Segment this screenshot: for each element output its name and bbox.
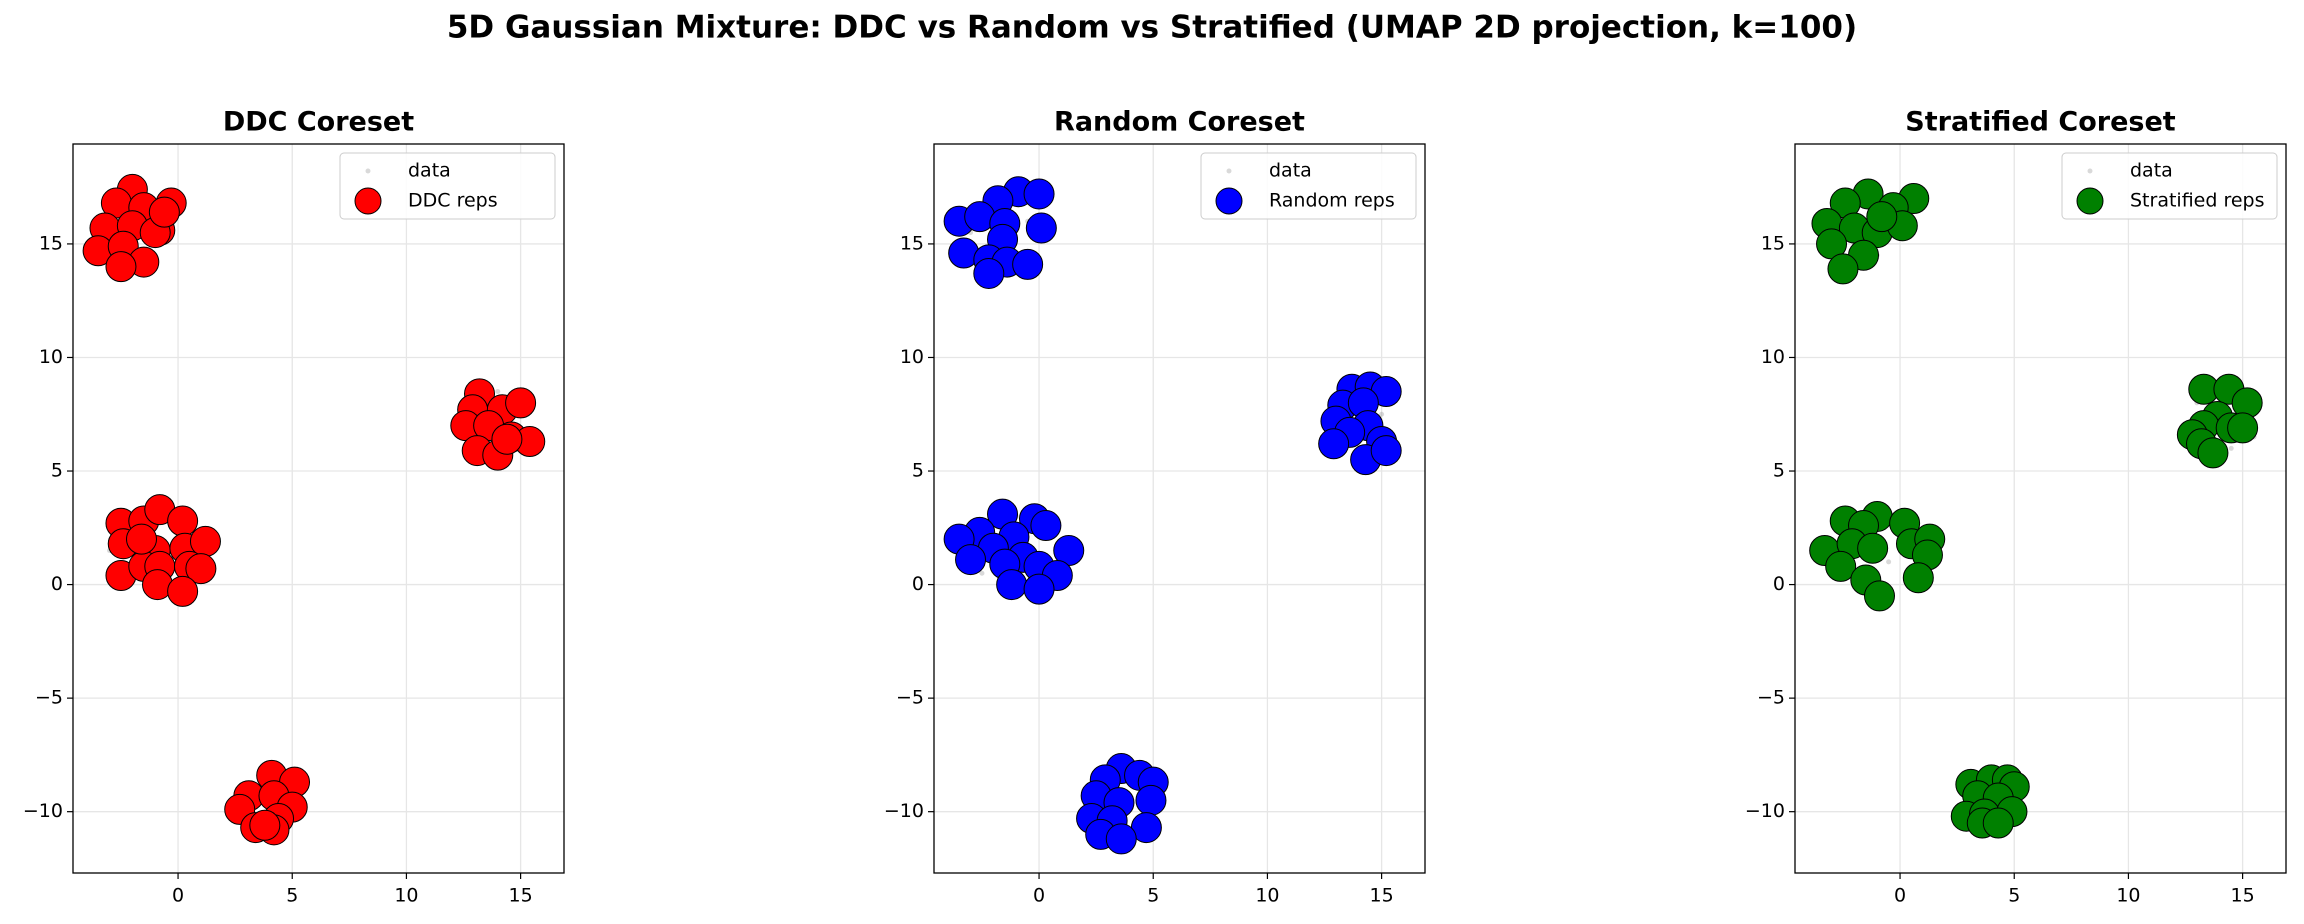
- y-tick-label: 5: [1773, 460, 1785, 482]
- rep-point: [1105, 823, 1137, 855]
- rep-point: [1370, 435, 1402, 467]
- x-tick-label: 0: [172, 885, 184, 907]
- x-tick-label: 5: [1147, 885, 1159, 907]
- y-tick-label: 5: [912, 460, 924, 482]
- legend-marker: [365, 168, 371, 174]
- rep-point: [1318, 428, 1350, 460]
- subplot-title: Stratified Coreset: [1905, 107, 2175, 138]
- rep-point: [126, 523, 158, 555]
- x-tick-label: 10: [2116, 885, 2140, 907]
- x-tick-label: 15: [2231, 885, 2255, 907]
- data-point: [979, 570, 985, 576]
- y-tick-label: 15: [1761, 232, 1785, 254]
- y-tick-label: 10: [1761, 346, 1785, 368]
- y-tick-label: 5: [51, 460, 63, 482]
- y-tick-label: −5: [35, 687, 63, 709]
- legend-label: Random reps: [1269, 190, 1395, 212]
- legend-marker: [1215, 187, 1243, 215]
- x-tick-label: 0: [1894, 885, 1906, 907]
- legend-label: data: [1269, 160, 1312, 182]
- y-tick-label: 0: [912, 573, 924, 595]
- y-tick-label: 15: [900, 232, 924, 254]
- rep-point: [1982, 807, 2014, 839]
- axes-frame: [933, 143, 1426, 874]
- figure-title: 5D Gaussian Mixture: DDC vs Random vs St…: [447, 10, 1857, 46]
- x-tick-label: 15: [509, 885, 533, 907]
- legend-marker: [354, 187, 382, 215]
- axes-frame: [1794, 143, 2287, 874]
- legend-box: [1200, 152, 1417, 220]
- rep-point: [1030, 510, 1062, 542]
- rep-point: [1023, 178, 1055, 210]
- data-point: [1886, 559, 1892, 565]
- rep-point: [2197, 437, 2229, 469]
- rep-point: [167, 575, 199, 607]
- legend-label: Stratified reps: [2130, 190, 2265, 212]
- y-tick-label: 10: [900, 346, 924, 368]
- rep-point: [1857, 532, 1889, 564]
- x-tick-label: 15: [1370, 885, 1394, 907]
- legend-marker: [2076, 187, 2104, 215]
- rep-point: [185, 553, 217, 585]
- y-tick-label: 15: [39, 232, 63, 254]
- rep-point: [1902, 562, 1934, 594]
- x-tick-label: 0: [1033, 885, 1045, 907]
- data-point: [495, 389, 501, 395]
- axes-frame: [72, 143, 565, 874]
- rep-point: [491, 423, 523, 455]
- data-point: [2228, 445, 2234, 451]
- x-tick-label: 10: [1255, 885, 1279, 907]
- x-tick-label: 5: [2008, 885, 2020, 907]
- rep-point: [1023, 573, 1055, 605]
- subplot-title: DDC Coreset: [223, 107, 414, 138]
- rep-point: [1012, 248, 1044, 280]
- data-point: [1379, 411, 1385, 417]
- rep-point: [1135, 784, 1167, 816]
- rep-point: [973, 257, 1005, 289]
- legend-box: [339, 152, 556, 220]
- rep-point: [1866, 201, 1898, 233]
- x-tick-label: 10: [394, 885, 418, 907]
- rep-point: [996, 569, 1028, 601]
- rep-point: [1025, 212, 1057, 244]
- rep-point: [148, 196, 180, 228]
- rep-point: [167, 505, 199, 537]
- y-tick-label: −5: [896, 687, 924, 709]
- x-tick-label: 5: [286, 885, 298, 907]
- y-tick-label: −5: [1757, 687, 1785, 709]
- subplot-title: Random Coreset: [1054, 107, 1305, 138]
- y-tick-label: 0: [1773, 573, 1785, 595]
- rep-point: [1827, 253, 1859, 285]
- legend-label: DDC reps: [408, 190, 498, 212]
- legend-label: data: [2130, 160, 2173, 182]
- y-tick-label: −10: [23, 800, 63, 822]
- rep-point: [505, 387, 537, 419]
- rep-point: [1863, 580, 1895, 612]
- y-tick-label: −10: [1745, 800, 1785, 822]
- legend-marker: [1226, 168, 1232, 174]
- rep-point: [955, 544, 987, 576]
- legend-label: data: [408, 160, 451, 182]
- rep-point: [105, 251, 137, 283]
- rep-point: [249, 809, 281, 841]
- rep-point: [2227, 412, 2259, 444]
- y-tick-label: −10: [884, 800, 924, 822]
- rep-point: [1825, 550, 1857, 582]
- y-tick-label: 0: [51, 573, 63, 595]
- legend-box: [2061, 152, 2278, 220]
- legend-marker: [2087, 168, 2093, 174]
- y-tick-label: 10: [39, 346, 63, 368]
